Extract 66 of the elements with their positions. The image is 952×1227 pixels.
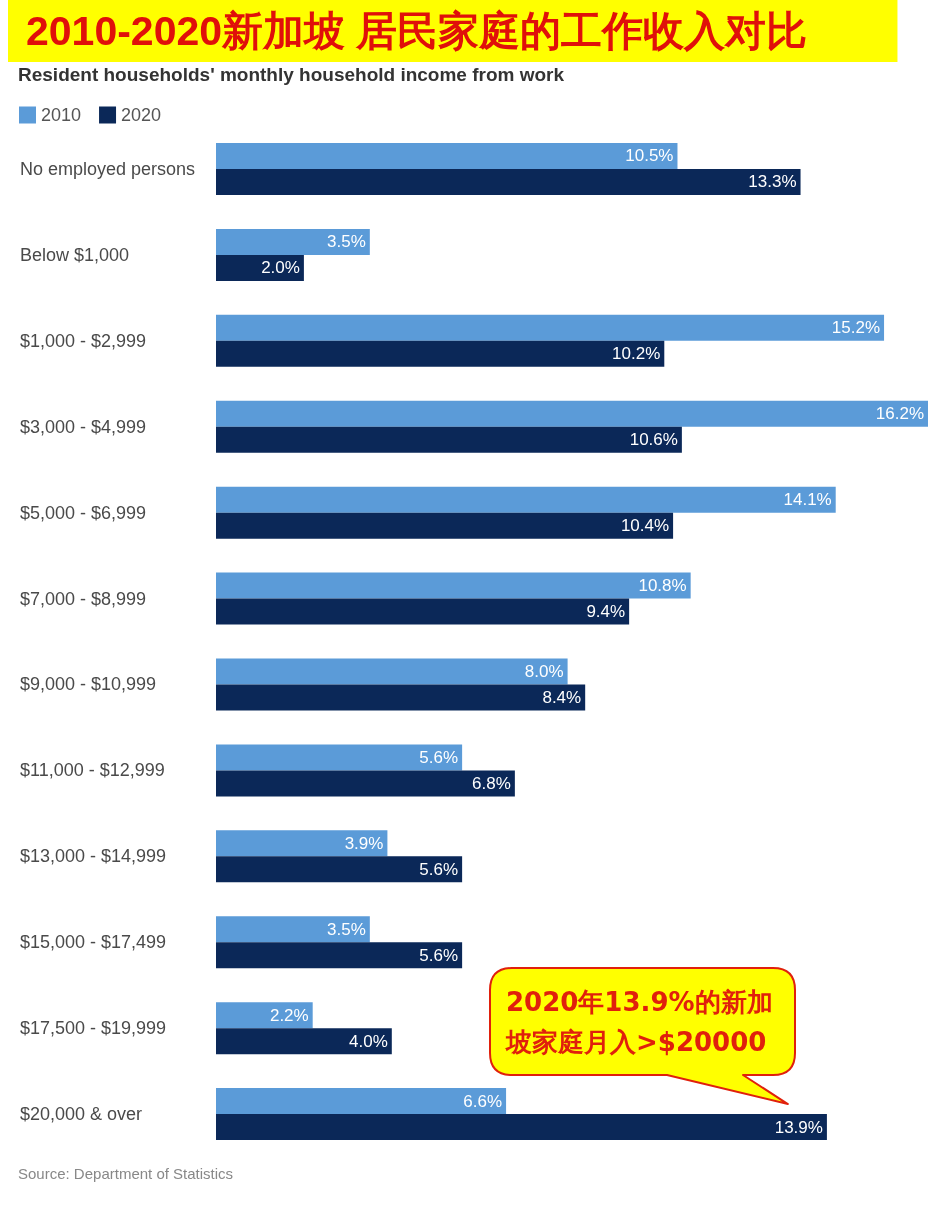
bar xyxy=(216,426,682,453)
annotation: 2020年13.9%的新加坡家庭月入>$20000 xyxy=(506,986,774,1059)
bar xyxy=(216,512,674,539)
y-tick-label: $13,000 - $14,999 xyxy=(20,846,167,867)
bar xyxy=(216,916,370,943)
y-tick-label: $9,000 - $10,999 xyxy=(20,674,157,695)
y-tick-label: Below $1,000 xyxy=(20,244,130,265)
data-label: 13.3% xyxy=(748,172,797,192)
y-tick-label: $11,000 - $12,999 xyxy=(20,760,165,781)
data-label: 10.4% xyxy=(620,516,670,536)
data-label: 6.6% xyxy=(463,1091,503,1111)
data-label: 13.9% xyxy=(774,1117,823,1137)
data-label: 15.2% xyxy=(831,318,881,338)
chart-subtitle: Resident households' monthly household income from work xyxy=(18,64,565,85)
y-tick-label: $17,500 - $19,999 xyxy=(20,1018,167,1039)
data-label: 16.2% xyxy=(875,404,924,424)
bar xyxy=(216,658,568,685)
bar xyxy=(216,830,388,857)
y-tick-label: $5,000 - $6,999 xyxy=(20,502,147,523)
bar xyxy=(216,142,678,169)
data-label: 5.6% xyxy=(419,747,459,767)
y-tick-label: $15,000 - $17,499 xyxy=(20,932,167,953)
bar xyxy=(216,168,801,195)
bar xyxy=(216,572,691,599)
bar xyxy=(216,1088,507,1115)
bar xyxy=(216,684,586,711)
bar xyxy=(216,254,304,281)
data-label: 2.2% xyxy=(269,1005,309,1025)
bar xyxy=(216,314,885,341)
bar xyxy=(216,856,463,883)
data-label: 14.1% xyxy=(783,490,832,510)
legend-label: 2020 xyxy=(121,105,162,125)
y-tick-label: $3,000 - $4,999 xyxy=(20,416,147,437)
y-tick-label: $7,000 - $8,999 xyxy=(20,588,147,609)
bar xyxy=(216,1002,313,1029)
data-label: 3.9% xyxy=(344,833,384,853)
y-tick-label: $20,000 & over xyxy=(20,1104,143,1125)
data-label: 10.8% xyxy=(638,576,687,596)
data-label: 10.6% xyxy=(629,430,678,450)
y-tick-label: $1,000 - $2,999 xyxy=(20,330,147,351)
bar xyxy=(216,340,665,367)
data-label: 6.8% xyxy=(472,773,511,793)
data-label: 5.6% xyxy=(419,859,459,879)
data-label: 10.5% xyxy=(625,146,674,166)
bar xyxy=(216,486,836,513)
chart-title: 2010-2020新加坡 居民家庭的工作收入对比 xyxy=(26,8,808,54)
bar xyxy=(216,400,928,427)
y-tick-label: No employed persons xyxy=(20,158,196,179)
data-label: 5.6% xyxy=(419,945,459,965)
bar xyxy=(216,228,370,255)
legend-label: 2010 xyxy=(41,105,82,125)
bar xyxy=(216,1028,392,1055)
data-label: 2.0% xyxy=(261,258,300,278)
data-label: 9.4% xyxy=(586,602,626,622)
data-label: 8.4% xyxy=(542,687,582,707)
data-label: 4.0% xyxy=(349,1031,388,1051)
source-note: Source: Department of Statistics xyxy=(18,1165,234,1182)
data-label: 3.5% xyxy=(327,232,366,252)
data-label: 10.2% xyxy=(612,344,661,364)
bar xyxy=(216,1114,827,1141)
bar xyxy=(216,744,463,771)
bar xyxy=(216,770,515,797)
data-label: 3.5% xyxy=(327,919,366,939)
data-label: 8.0% xyxy=(524,661,564,681)
bar xyxy=(216,598,630,625)
bar xyxy=(216,942,463,969)
